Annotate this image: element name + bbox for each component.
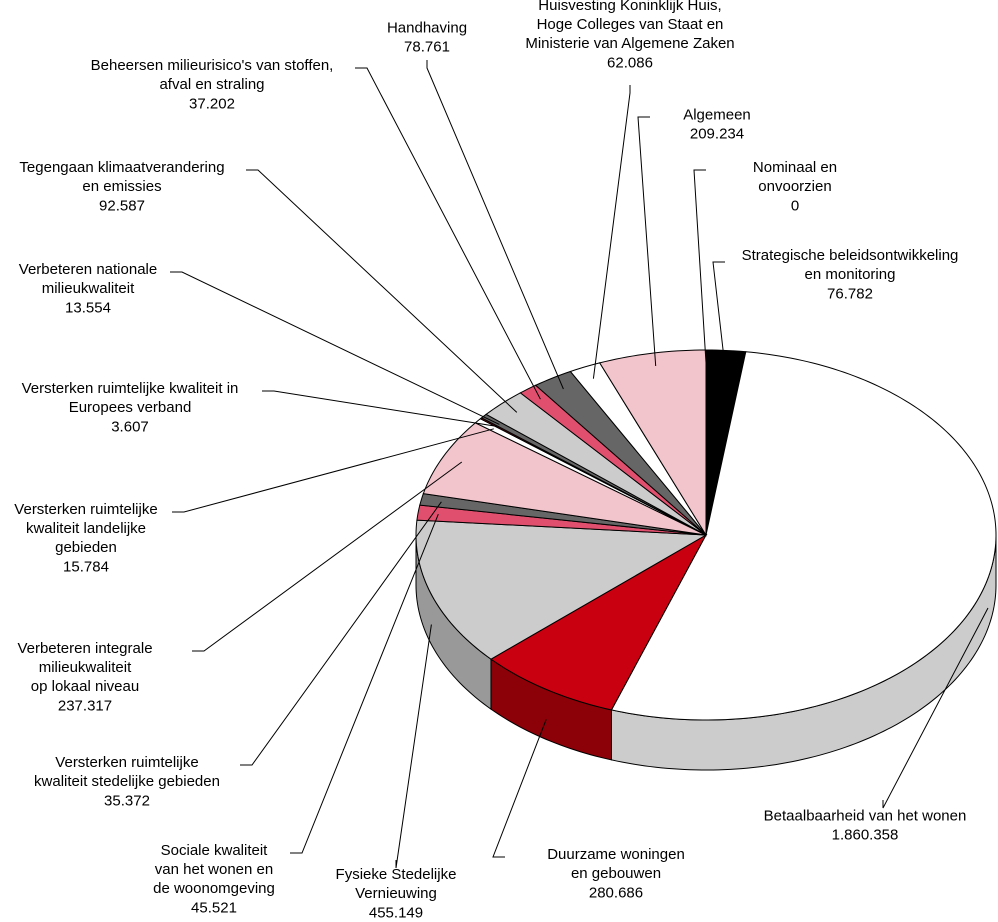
pie-tops	[415, 349, 997, 721]
slice	[490, 533, 708, 711]
slice-label: Algemeen	[683, 106, 751, 123]
slice-label: Verbeteren integrale milieukwaliteit op lo…	[17, 640, 152, 695]
slice-label: Fysieke Stedelijke Vernieuwing	[336, 866, 457, 902]
leader-line	[882, 607, 989, 809]
slice-label: Versterken ruimtelijke kwaliteit stedelij…	[34, 754, 220, 790]
slice-label: Duurzame woningen en gebouwen	[547, 846, 685, 882]
value-label: 45.521	[191, 899, 237, 916]
value-label: 280.686	[589, 884, 643, 901]
slice	[534, 370, 707, 536]
slice-label: Sociale kwaliteit van het wonen en de woon…	[153, 842, 275, 897]
leader-line	[712, 261, 726, 364]
slice-label: Beheersen milieurisico's van stoffen, afv…	[91, 57, 334, 93]
leader-line	[693, 169, 707, 363]
value-label: 237.317	[58, 697, 112, 714]
leader-line	[395, 624, 432, 869]
leader-line	[426, 60, 564, 390]
value-label: 3.607	[111, 418, 149, 435]
leader-line	[592, 85, 631, 379]
value-label: 0	[791, 197, 799, 214]
slice-label: Tegengaan klimaatverandering en emissies	[19, 159, 224, 195]
slice	[569, 362, 707, 536]
value-label: 209.234	[690, 125, 744, 142]
value-label: 35.372	[104, 792, 150, 809]
slice-label: Strategische beleidsontwikkeling en monit…	[742, 247, 959, 283]
slice-label: Versterken ruimtelijke kwaliteit landelij…	[14, 501, 157, 556]
leader-line	[262, 390, 497, 427]
slice-label: Betaalbaarheid van het wonen	[764, 807, 967, 824]
slice-label: Huisvesting Koninklijk Huis, Hoge College…	[525, 0, 734, 52]
slice	[485, 392, 707, 536]
value-label: 92.587	[99, 197, 145, 214]
leader-line	[170, 271, 500, 425]
slice-label: Verbeteren nationale milieukwaliteit	[19, 261, 157, 297]
leader-line	[240, 501, 442, 766]
value-label: 78.761	[404, 38, 450, 55]
value-label: 76.782	[827, 285, 873, 302]
slice	[610, 351, 997, 721]
value-label: 37.202	[189, 95, 235, 112]
slice	[598, 349, 707, 537]
value-label: 13.554	[65, 299, 111, 316]
leader-line	[355, 67, 541, 400]
leader-line	[492, 719, 547, 858]
slice-label: Nominaal en onvoorzien	[753, 159, 837, 195]
value-label: 455.149	[369, 904, 423, 921]
leader-line	[290, 514, 439, 854]
slice	[422, 422, 707, 536]
value-label: 1.860.358	[832, 826, 899, 843]
value-label: 15.784	[63, 558, 109, 575]
leader-line	[172, 428, 494, 513]
leader-line	[637, 116, 657, 367]
value-label: 62.086	[607, 54, 653, 71]
slice	[415, 519, 708, 660]
leader-line	[192, 461, 463, 652]
slice-label: Versterken ruimtelijke kwaliteit in Europ…	[22, 380, 239, 416]
slice-label: Handhaving	[387, 19, 467, 36]
leader-line	[246, 169, 518, 413]
